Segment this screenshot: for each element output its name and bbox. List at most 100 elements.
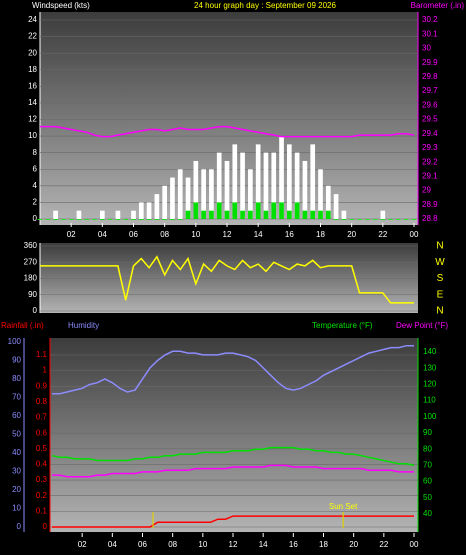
compass-label: E — [437, 289, 444, 300]
bar — [255, 144, 261, 219]
bar — [76, 219, 82, 220]
y-tick-label: 30 — [422, 44, 431, 53]
bar — [131, 219, 136, 220]
x-tick-label: 00 — [410, 230, 419, 239]
y-tick-label: 0.6 — [36, 428, 48, 437]
y-tick-label: 180 — [24, 274, 38, 283]
bar — [170, 219, 175, 220]
bar — [333, 219, 339, 220]
series-line — [52, 515, 414, 528]
y-tick-label: 20 — [12, 485, 21, 494]
y-tick-label: 29.6 — [422, 100, 438, 109]
bar — [53, 219, 58, 220]
bar — [286, 210, 292, 219]
bar — [193, 160, 199, 219]
y-tick-label: 0.9 — [36, 381, 48, 390]
y-tick-label: 0 — [43, 522, 48, 531]
chart-title: 24 hour graph day : September 09 2026 — [194, 1, 336, 10]
bar — [372, 219, 378, 220]
bar — [357, 219, 362, 220]
y-tick-label: 29.1 — [422, 171, 438, 180]
bar — [216, 152, 222, 219]
y-tick-label: 80 — [12, 374, 21, 383]
y-tick-label: 60 — [12, 411, 21, 420]
x-tick-label: 06 — [129, 230, 138, 239]
series-label: Dew Point (°F) — [396, 321, 448, 330]
x-tick-label: 00 — [410, 540, 419, 549]
bar — [263, 210, 269, 219]
series-line — [51, 446, 415, 467]
bar — [232, 144, 238, 219]
bar — [325, 185, 331, 219]
bar — [170, 177, 175, 219]
bar — [248, 169, 253, 219]
x-tick-label: 16 — [289, 540, 298, 549]
y-tick-label: 80 — [423, 444, 432, 453]
x-tick-label: 12 — [223, 230, 232, 239]
bar — [209, 169, 214, 219]
series-line — [40, 255, 414, 304]
bar — [318, 169, 323, 219]
y-tick-label: 8 — [33, 148, 38, 157]
bar — [99, 219, 105, 220]
y-tick-label: 0.5 — [36, 444, 48, 453]
x-tick-label: 06 — [138, 540, 147, 549]
bar — [403, 219, 409, 220]
bar — [279, 202, 284, 219]
y-tick-label: 40 — [12, 448, 21, 457]
bar — [271, 202, 277, 219]
x-tick-label: 08 — [160, 230, 169, 239]
y-tick-label: 0 — [33, 306, 38, 315]
bar — [201, 210, 206, 219]
y-tick-label: 28.9 — [422, 200, 438, 209]
y-tick-label: 0.3 — [36, 475, 48, 484]
series-label: Windspeed (kts) — [32, 1, 90, 10]
series-line — [40, 125, 415, 138]
x-tick-label: 20 — [347, 230, 356, 239]
y-tick-label: 28.8 — [422, 214, 438, 223]
bar — [271, 152, 277, 219]
x-tick-label: 22 — [378, 230, 387, 239]
bar — [263, 152, 269, 219]
bar — [302, 160, 308, 219]
bar — [349, 219, 355, 220]
y-tick-label: 40 — [423, 509, 432, 518]
x-tick-label: 22 — [379, 540, 388, 549]
bar — [107, 219, 113, 220]
y-tick-label: 270 — [24, 257, 38, 266]
y-tick-label: 90 — [423, 428, 432, 437]
bar — [162, 219, 168, 220]
x-tick-label: 04 — [108, 540, 117, 549]
bar — [154, 194, 160, 219]
bar — [201, 169, 206, 219]
y-tick-label: 29.7 — [422, 86, 438, 95]
x-tick-label: 14 — [259, 540, 268, 549]
annotation: Sun Set — [329, 502, 358, 511]
bar — [388, 219, 393, 220]
y-tick-label: 29.8 — [422, 72, 438, 81]
bar — [310, 210, 316, 219]
bar — [61, 219, 66, 220]
bar — [92, 219, 97, 220]
y-tick-label: 30 — [12, 467, 21, 476]
series-line — [52, 344, 414, 395]
y-tick-label: 90 — [28, 290, 37, 299]
bar — [193, 202, 199, 219]
series-label: Barometer (.in) — [411, 1, 465, 10]
bar — [380, 219, 386, 220]
bar — [138, 202, 144, 219]
y-tick-label: 50 — [12, 430, 21, 439]
bar — [310, 144, 316, 219]
y-tick-label: 130 — [423, 363, 437, 372]
bar — [146, 202, 152, 219]
bar — [177, 169, 183, 219]
bar — [115, 210, 121, 219]
y-tick-label: 1 — [43, 366, 48, 375]
y-tick-label: 0 — [33, 214, 38, 223]
bar — [53, 210, 58, 219]
x-tick-label: 08 — [168, 540, 177, 549]
y-tick-label: 120 — [423, 380, 437, 389]
bar — [209, 210, 214, 219]
bar — [68, 219, 74, 220]
y-tick-label: 10 — [28, 131, 37, 140]
